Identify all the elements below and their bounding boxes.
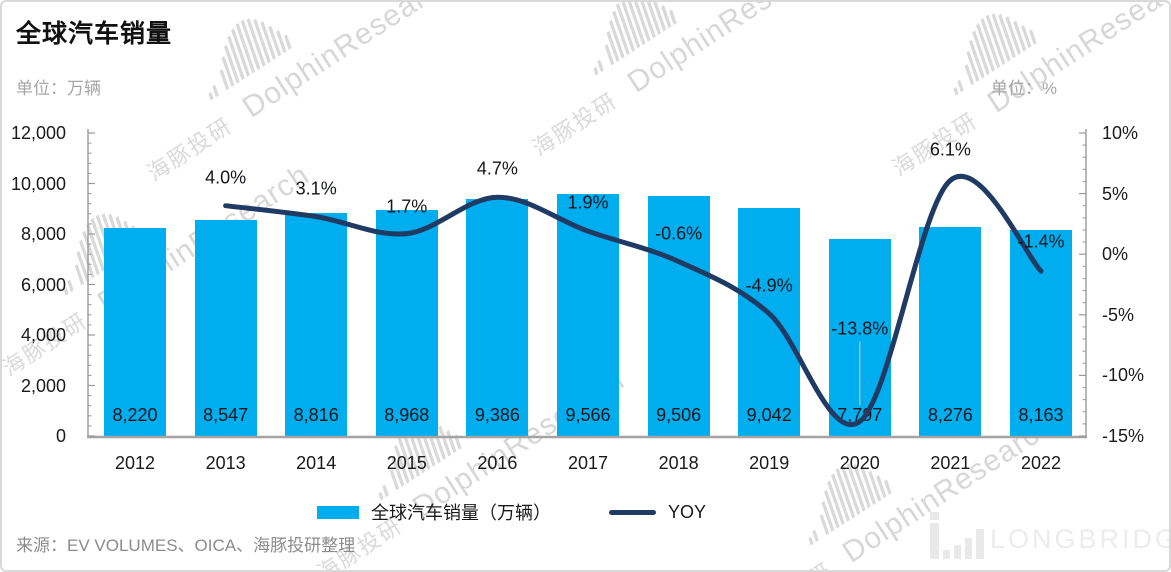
bar-value-label: 9,042 bbox=[746, 404, 792, 425]
left-axis-tick-label: 6,000 bbox=[20, 274, 66, 295]
x-axis-label-2016: 2016 bbox=[477, 453, 518, 473]
left-axis-tick-label: 10,000 bbox=[10, 173, 66, 194]
yoy-value-label: -0.6% bbox=[655, 223, 703, 244]
x-axis-label-2014: 2014 bbox=[296, 453, 337, 473]
yoy-value-label: 3.1% bbox=[295, 178, 337, 199]
legend-line-swatch bbox=[609, 509, 656, 515]
right-axis-tick-label: -10% bbox=[1102, 365, 1145, 386]
bar-value-label: 8,968 bbox=[384, 404, 430, 425]
x-axis-label-2021: 2021 bbox=[930, 453, 971, 473]
x-axis-label-2013: 2013 bbox=[205, 453, 246, 473]
x-axis-label-2020: 2020 bbox=[839, 453, 880, 473]
bar-2019: 9,042 bbox=[738, 207, 801, 436]
bar-2021: 8,276 bbox=[919, 227, 982, 436]
longbridge-text: LONGBRIDGE bbox=[990, 524, 1169, 554]
bar-2015: 8,968 bbox=[375, 209, 438, 436]
bar-value-label: 8,276 bbox=[927, 404, 973, 425]
left-axis-tick-label: 8,000 bbox=[20, 224, 66, 244]
yoy-value-label: 6.1% bbox=[929, 139, 971, 160]
bar-2016: 9,386 bbox=[466, 199, 529, 436]
legend-bar-label: 全球汽车销量（万辆） bbox=[371, 503, 551, 523]
bar-2022: 8,163 bbox=[1010, 229, 1072, 436]
bar-value-label: 9,506 bbox=[656, 404, 702, 425]
bar-value-label: 9,386 bbox=[474, 404, 520, 425]
bar-2013: 8,547 bbox=[194, 220, 257, 436]
right-axis-tick-label: -5% bbox=[1102, 304, 1135, 325]
x-axis-label-2019: 2019 bbox=[749, 453, 790, 473]
unit-right-label: 单位：% bbox=[990, 79, 1057, 98]
yoy-value-label: -1.4% bbox=[1017, 231, 1065, 252]
bar-value-label: 8,220 bbox=[112, 404, 158, 425]
yoy-value-label: -13.8% bbox=[831, 318, 889, 339]
longbridge-logo: LONGBRIDGE bbox=[930, 512, 1169, 559]
x-axis-label-2012: 2012 bbox=[114, 453, 156, 473]
yoy-value-label: 1.9% bbox=[567, 192, 609, 213]
unit-left-label: 单位：万辆 bbox=[16, 79, 101, 98]
yoy-value-label: 1.7% bbox=[386, 196, 428, 217]
bar-2014: 8,816 bbox=[285, 213, 348, 436]
chart-title: 全球汽车销量 bbox=[16, 20, 173, 48]
yoy-value-label: -4.9% bbox=[745, 275, 793, 296]
x-axis-label-2017: 2017 bbox=[567, 453, 609, 473]
left-axis-tick-label: 12,000 bbox=[10, 123, 66, 143]
longbridge-bars-icon bbox=[930, 512, 984, 559]
yoy-value-label: 4.7% bbox=[476, 158, 518, 179]
left-axis-tick-label: 0 bbox=[55, 426, 66, 446]
x-axis-label-2022: 2022 bbox=[1020, 453, 1062, 473]
left-axis-tick-label: 2,000 bbox=[20, 375, 66, 396]
source-text: 来源：EV VOLUMES、OICA、海豚投研整理 bbox=[16, 536, 356, 555]
yoy-value-label: 4.0% bbox=[205, 167, 247, 188]
bar-value-label: 7,797 bbox=[837, 404, 883, 425]
bar-2012: 8,220 bbox=[104, 228, 166, 436]
bar-2017: 9,566 bbox=[557, 194, 619, 436]
right-axis-tick-label: 5% bbox=[1102, 183, 1129, 204]
x-axis-label-2018: 2018 bbox=[658, 453, 699, 473]
bar-value-label: 8,547 bbox=[203, 404, 249, 425]
bar-value-label: 8,163 bbox=[1018, 404, 1064, 425]
right-axis-tick-label: 10% bbox=[1102, 123, 1139, 143]
x-axis-label-2015: 2015 bbox=[386, 453, 427, 473]
bar-value-label: 9,566 bbox=[565, 404, 611, 425]
bar-value-label: 8,816 bbox=[293, 404, 339, 425]
legend-bar-swatch bbox=[317, 505, 359, 519]
left-axis-tick-label: 4,000 bbox=[20, 325, 66, 345]
right-axis-tick-label: -15% bbox=[1102, 426, 1145, 446]
legend-yoy-label: YOY bbox=[668, 501, 707, 522]
legend: 全球汽车销量（万辆） YOY bbox=[317, 499, 706, 525]
right-axis-tick-label: 0% bbox=[1102, 244, 1129, 265]
